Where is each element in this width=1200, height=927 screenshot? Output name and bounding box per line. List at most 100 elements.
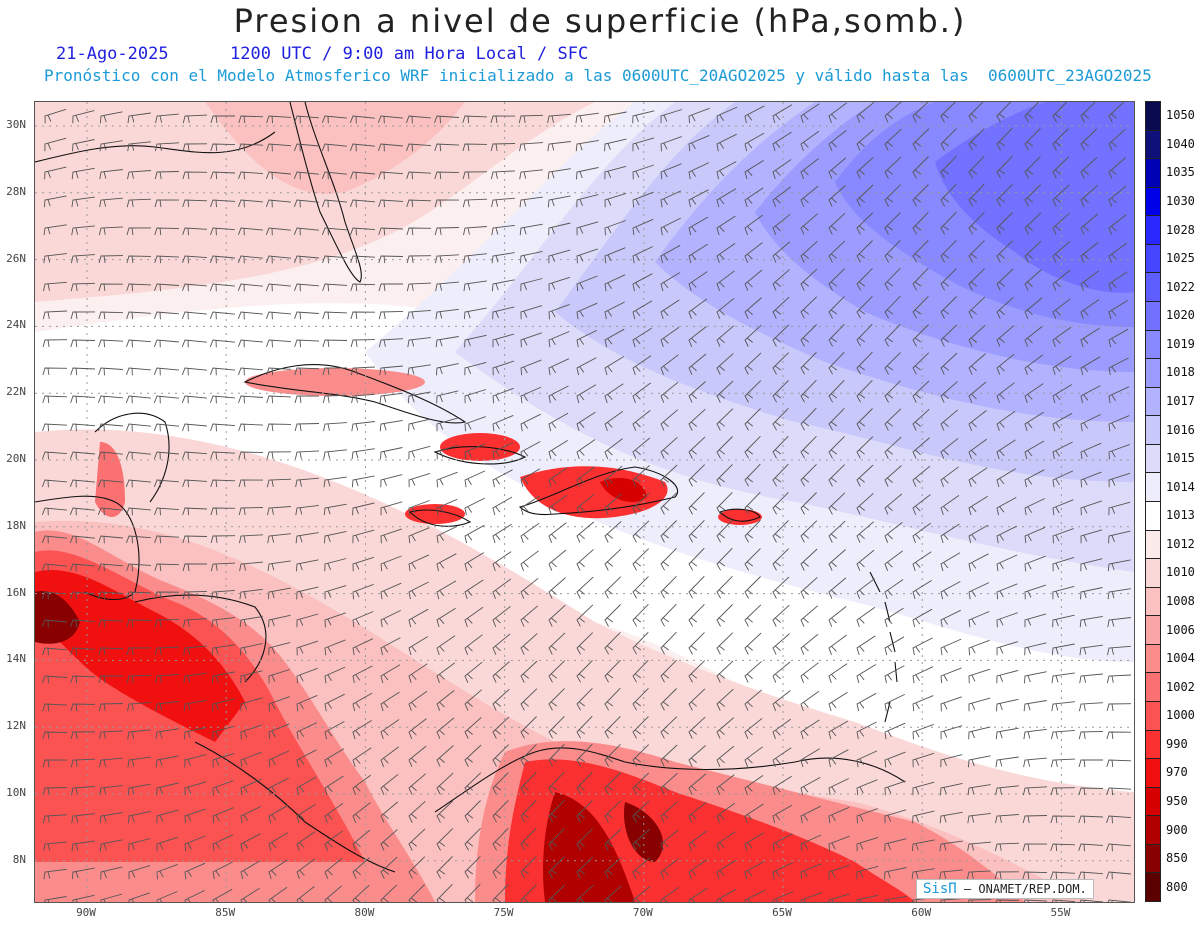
wind-barb-icon xyxy=(800,548,818,571)
wind-barb-icon xyxy=(238,143,264,152)
wind-barb-icon xyxy=(380,637,401,656)
wind-barb-icon xyxy=(1080,500,1102,516)
wind-barb-icon xyxy=(72,139,95,152)
wind-barb-icon xyxy=(548,522,567,543)
wind-barb-icon xyxy=(856,408,873,431)
wind-barb-icon xyxy=(209,395,235,404)
wind-barb-icon xyxy=(125,395,151,404)
wind-barb-icon xyxy=(127,756,151,768)
wind-barb-icon xyxy=(912,781,935,796)
wind-barb-icon xyxy=(912,551,932,572)
map-canvas xyxy=(35,102,1134,902)
wind-barb-icon xyxy=(351,448,375,460)
wind-barb-icon xyxy=(128,865,151,880)
wind-barb-icon xyxy=(660,109,683,124)
wind-barb-icon xyxy=(912,211,929,235)
wind-barb-icon xyxy=(772,324,790,347)
wind-barb-icon xyxy=(688,745,706,767)
wind-barb-icon xyxy=(296,749,317,768)
wind-barb-icon xyxy=(548,771,565,795)
wind-barb-icon xyxy=(406,227,432,236)
wind-barb-icon xyxy=(1024,498,1045,516)
wind-barb-icon xyxy=(688,408,706,431)
wind-barb-icon xyxy=(1106,703,1132,712)
wind-barb-icon xyxy=(688,603,705,627)
wind-barb-icon xyxy=(884,436,902,459)
wind-barb-icon xyxy=(182,199,208,208)
wind-barb-icon xyxy=(994,842,1020,852)
colorbar-swatch xyxy=(1145,786,1161,817)
wind-barb-icon xyxy=(211,671,235,684)
wind-barb-icon xyxy=(182,255,207,264)
wind-barb-icon xyxy=(576,357,597,376)
wind-barb-icon xyxy=(1108,472,1131,488)
wind-barb-icon xyxy=(660,299,680,320)
colorbar-swatch xyxy=(1145,643,1161,674)
wind-barb-icon xyxy=(1023,899,1048,902)
colorbar-swatch xyxy=(1145,815,1161,845)
wind-barb-icon xyxy=(126,311,152,320)
wind-barb-icon xyxy=(772,491,789,515)
wind-barb-icon xyxy=(912,437,930,459)
wind-barb-icon xyxy=(1080,471,1102,488)
wind-barb-icon xyxy=(323,422,348,432)
wind-barb-icon xyxy=(70,282,96,292)
wind-barb-icon xyxy=(98,675,124,684)
wind-barb-icon xyxy=(98,311,124,320)
wind-barb-icon xyxy=(828,663,848,684)
wind-barb-icon xyxy=(69,451,95,460)
wind-barb-icon xyxy=(210,535,236,544)
wind-barb-icon xyxy=(884,895,907,902)
wind-barb-icon xyxy=(884,579,904,600)
wind-barb-icon xyxy=(212,834,234,852)
wind-barb-icon xyxy=(520,633,538,655)
colorbar-swatch xyxy=(1145,272,1161,302)
wind-barb-icon xyxy=(98,367,123,376)
wind-barb-icon xyxy=(350,255,376,264)
wind-barb-icon xyxy=(940,352,958,375)
wind-barb-icon xyxy=(464,443,486,460)
wind-barb-icon xyxy=(660,829,679,851)
wind-barb-icon xyxy=(154,142,180,152)
wind-barb-icon xyxy=(156,863,178,880)
wind-barb-icon xyxy=(1080,102,1096,123)
wind-barb-icon xyxy=(492,333,515,348)
wind-barb-icon xyxy=(968,438,988,459)
wind-barb-icon xyxy=(1108,300,1128,320)
wind-barb-icon xyxy=(295,532,319,544)
wind-barb-icon xyxy=(996,102,1012,123)
wind-barb-icon xyxy=(350,311,376,320)
lon-label: 75W xyxy=(493,906,514,919)
wind-barb-icon xyxy=(660,244,681,264)
wind-barb-icon xyxy=(800,520,818,543)
wind-barb-icon xyxy=(41,591,67,600)
wind-barb-icon xyxy=(43,841,67,852)
wind-barb-icon xyxy=(828,351,845,375)
wind-barb-icon xyxy=(349,171,375,180)
wind-barb-icon xyxy=(1052,102,1068,123)
wind-barb-icon xyxy=(632,857,651,879)
wind-barb-icon xyxy=(154,171,180,180)
wind-barb-icon xyxy=(912,239,929,263)
wind-barb-icon xyxy=(41,647,67,656)
wind-barb-icon xyxy=(744,435,761,459)
wind-barb-icon xyxy=(492,799,509,823)
wind-barb-icon xyxy=(856,779,878,796)
wind-barb-icon xyxy=(239,643,263,656)
wind-barb-icon xyxy=(492,496,513,516)
wind-barb-icon xyxy=(97,395,123,404)
wind-barb-icon xyxy=(996,183,1013,207)
wind-barb-icon xyxy=(800,379,817,403)
wind-barb-icon xyxy=(266,395,292,404)
wind-barb-icon xyxy=(547,141,571,152)
wind-barb-icon xyxy=(688,162,710,180)
wind-barb-icon xyxy=(43,224,67,236)
wind-barb-icon xyxy=(352,884,370,902)
wind-barb-icon xyxy=(800,185,819,207)
wind-barb-icon xyxy=(464,855,481,879)
wind-barb-icon xyxy=(322,339,348,348)
wind-barb-icon xyxy=(462,198,488,208)
wind-barb-icon xyxy=(716,632,734,655)
wind-barb-icon xyxy=(520,744,537,767)
wind-barb-icon xyxy=(155,728,179,740)
